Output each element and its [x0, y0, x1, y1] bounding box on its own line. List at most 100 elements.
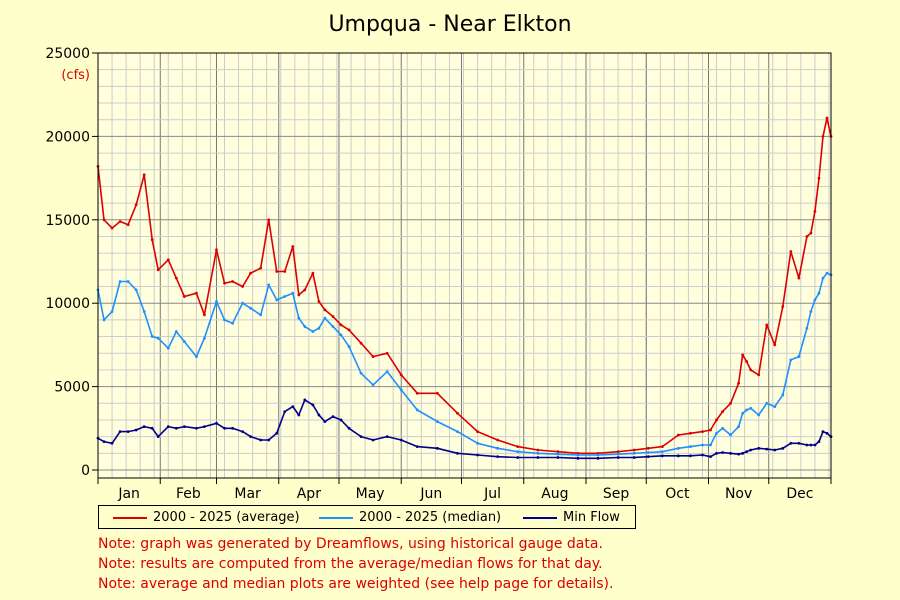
data-point: [781, 446, 785, 450]
data-point: [134, 428, 138, 432]
x-tick-label: Sep: [603, 486, 630, 502]
data-point: [496, 446, 500, 450]
data-point: [536, 448, 540, 452]
plot-frame: [97, 52, 832, 479]
data-point: [789, 441, 793, 445]
data-point: [291, 405, 295, 409]
data-point: [283, 295, 287, 298]
data-point: [311, 271, 315, 275]
data-point: [749, 448, 753, 452]
data-point: [789, 250, 793, 253]
series-line-1: [97, 272, 832, 456]
chart-title: Umpqua - Near Elkton: [328, 12, 572, 37]
data-point: [737, 452, 741, 456]
data-point: [241, 285, 244, 288]
data-point: [249, 435, 253, 439]
data-point: [156, 435, 160, 439]
data-point: [215, 248, 218, 252]
legend-item-min-flow: Min Flow: [523, 510, 620, 525]
data-point: [347, 328, 351, 332]
data-point: [102, 318, 106, 322]
data-point: [126, 430, 130, 434]
x-tick-label: Dec: [786, 486, 813, 502]
data-point: [821, 430, 825, 434]
data-point: [102, 440, 106, 444]
data-point: [789, 358, 793, 362]
data-point: [291, 291, 295, 295]
data-point: [267, 218, 271, 222]
legend-label-min-flow: Min Flow: [563, 510, 620, 525]
data-point: [721, 410, 724, 414]
data-point: [126, 280, 130, 283]
data-point: [166, 346, 170, 350]
data-point: [729, 451, 732, 455]
data-point: [596, 453, 600, 457]
data-point: [223, 318, 226, 322]
data-point: [817, 440, 821, 444]
data-point: [371, 383, 375, 387]
data-point: [632, 451, 636, 455]
data-point: [729, 401, 732, 405]
data-point: [825, 116, 829, 120]
data-point: [182, 340, 186, 343]
data-point: [110, 310, 114, 313]
data-point: [715, 451, 718, 455]
legend-label-median: 2000 - 2025 (median): [359, 510, 502, 525]
data-point: [825, 271, 829, 275]
data-point: [385, 351, 389, 355]
data-point: [359, 371, 363, 375]
data-point: [709, 455, 712, 459]
data-point: [231, 280, 234, 283]
x-tick-label: Jul: [483, 486, 501, 502]
data-point: [399, 438, 403, 442]
data-point: [203, 425, 206, 429]
data-point: [331, 415, 335, 419]
y-axis-label: (cfs): [61, 68, 90, 83]
data-point: [809, 310, 813, 313]
x-tick-label: May: [356, 486, 385, 502]
data-point: [781, 393, 785, 397]
legend-item-average: 2000 - 2025 (average): [113, 510, 300, 525]
data-point: [556, 450, 560, 454]
data-point: [496, 455, 500, 459]
data-point: [701, 443, 704, 447]
data-point: [182, 295, 186, 298]
data-point: [516, 456, 520, 459]
data-point: [241, 301, 244, 305]
data-point: [166, 258, 170, 262]
data-point: [156, 268, 160, 272]
note-line: Note: results are computed from the aver…: [98, 556, 603, 572]
data-point: [596, 456, 600, 460]
data-point: [317, 413, 321, 417]
x-tick-label: Aug: [541, 486, 568, 502]
legend-swatch-min-flow: [523, 516, 557, 519]
data-point: [166, 425, 170, 429]
data-point: [805, 326, 809, 330]
data-point: [660, 454, 664, 458]
data-point: [150, 426, 154, 430]
data-point: [174, 330, 178, 333]
data-point: [825, 431, 829, 435]
data-point: [632, 448, 636, 452]
data-point: [660, 445, 664, 449]
data-point: [303, 325, 307, 328]
data-point: [118, 430, 122, 434]
data-point: [715, 418, 718, 422]
data-point: [456, 430, 459, 434]
data-point: [809, 443, 813, 447]
data-point: [646, 455, 650, 459]
note-line: Note: average and median plots are weigh…: [98, 576, 614, 592]
data-point: [359, 435, 363, 439]
data-point: [821, 276, 825, 280]
data-point: [399, 388, 403, 392]
data-point: [689, 431, 692, 435]
y-tick-label: 15000: [45, 213, 90, 229]
data-point: [715, 431, 718, 435]
data-point: [223, 426, 226, 430]
data-point: [773, 405, 777, 409]
data-point: [616, 452, 620, 456]
data-point: [203, 336, 206, 340]
data-point: [195, 291, 198, 295]
data-point: [435, 446, 439, 450]
data-point: [813, 443, 817, 447]
